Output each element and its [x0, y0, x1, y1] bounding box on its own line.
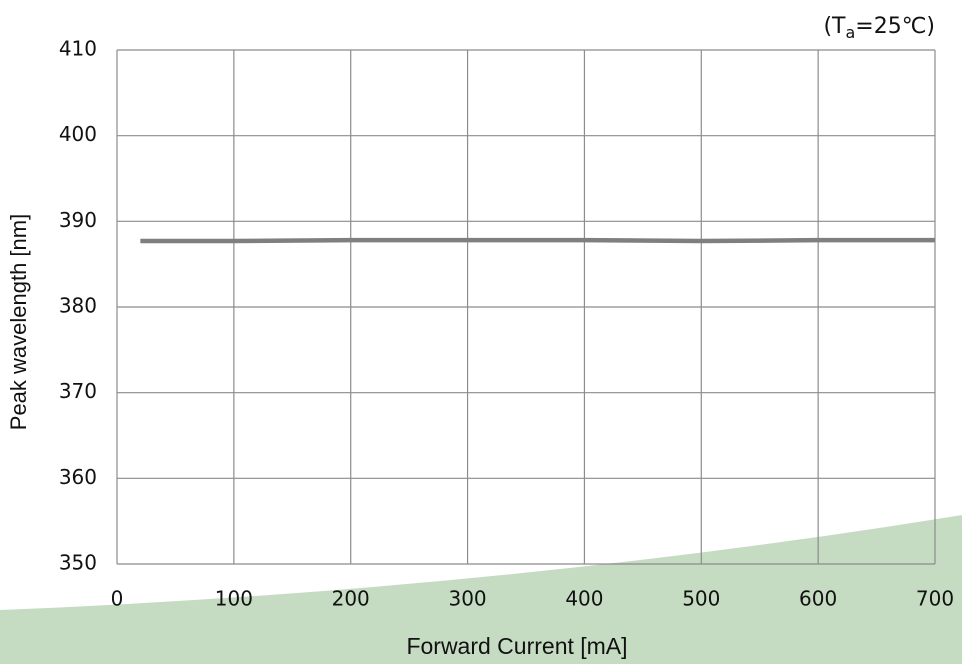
y-axis-label: Peak wavelength [nm] — [6, 214, 31, 430]
annotation-subscript: a — [845, 23, 855, 42]
y-tick-label: 370 — [59, 379, 97, 403]
y-tick-label: 410 — [59, 37, 97, 61]
x-tick-label: 300 — [448, 587, 486, 611]
y-tick-label: 350 — [59, 551, 97, 575]
y-tick-label: 390 — [59, 208, 97, 232]
annotation-part: (T — [823, 14, 846, 39]
x-tick-label: 700 — [916, 587, 954, 611]
x-tick-label: 500 — [682, 587, 720, 611]
x-axis-label: Forward Current [mA] — [406, 633, 627, 659]
annotation: (Ta=25℃) — [823, 14, 935, 42]
y-tick-label: 400 — [59, 122, 97, 146]
x-tick-label: 600 — [799, 587, 837, 611]
data-line — [140, 237, 935, 244]
annotation-part: =25℃) — [855, 14, 935, 39]
x-tick-label: 400 — [565, 587, 603, 611]
y-tick-label: 380 — [59, 294, 97, 318]
x-tick-label: 0 — [111, 587, 124, 611]
y-tick-label: 360 — [59, 465, 97, 489]
background-shape — [0, 515, 962, 664]
x-tick-label: 100 — [215, 587, 253, 611]
x-tick-label: 200 — [332, 587, 370, 611]
